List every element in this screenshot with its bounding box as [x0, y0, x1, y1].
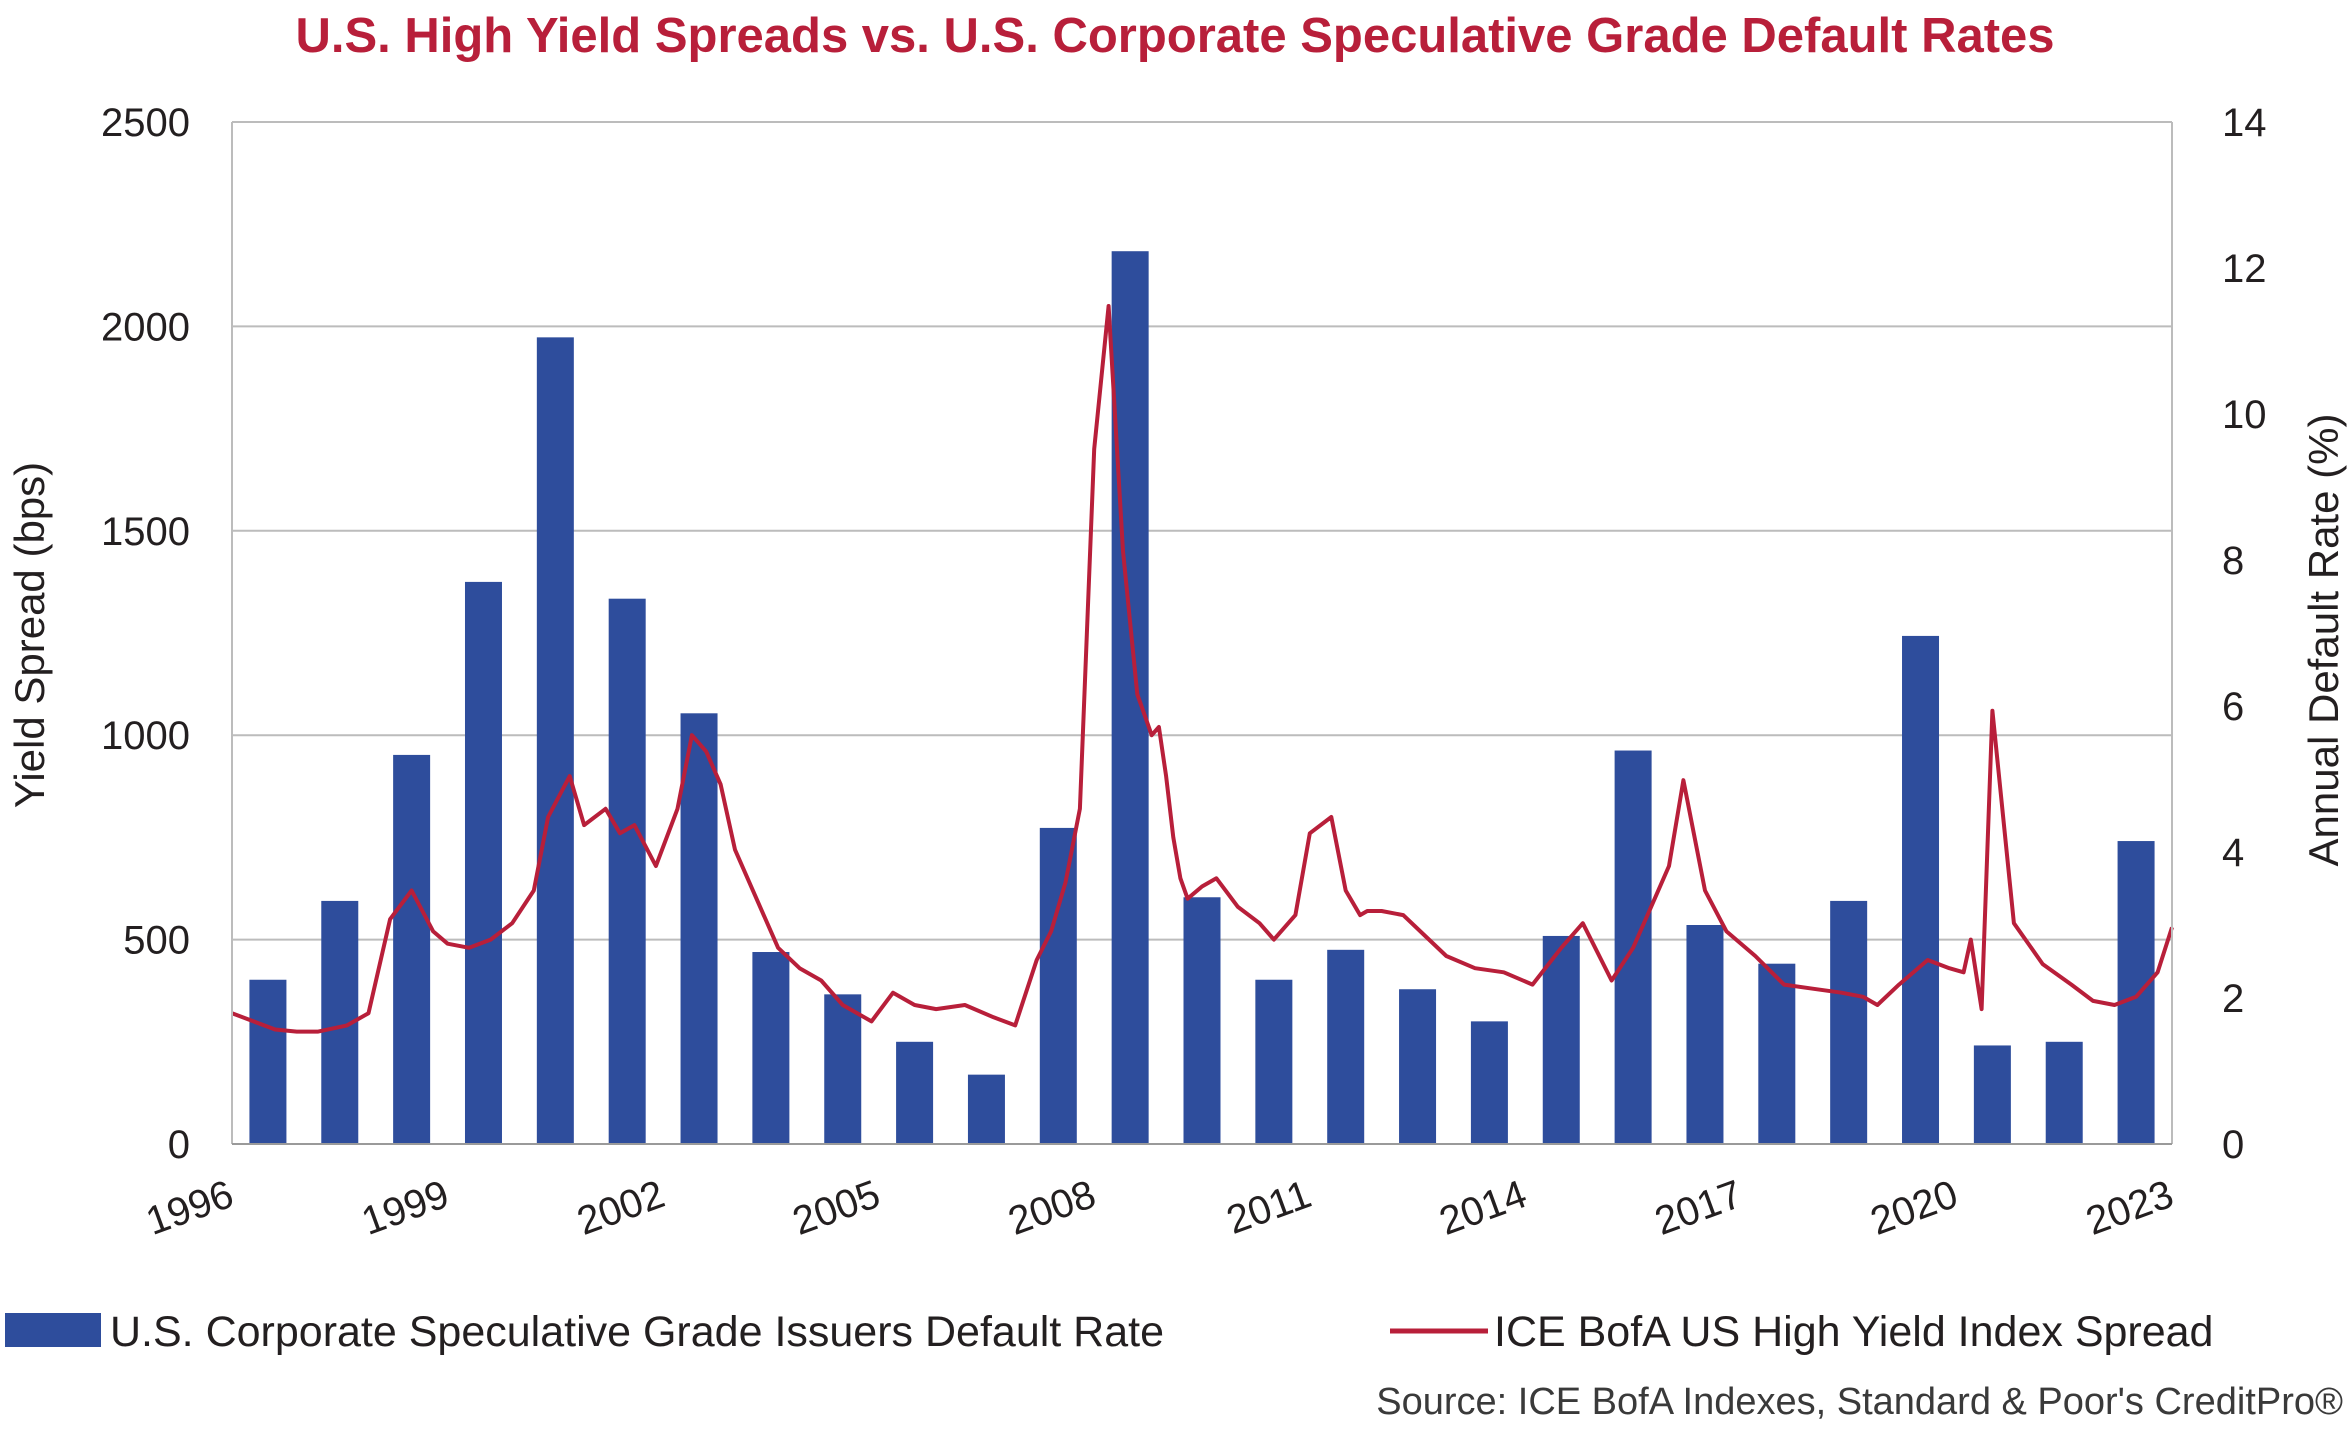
left-tick-label: 1500: [101, 510, 190, 554]
right-tick-label: 0: [2222, 1123, 2244, 1167]
default-rate-bar: [1758, 963, 1796, 1144]
chart-title: U.S. High Yield Spreads vs. U.S. Corpora…: [295, 9, 2054, 63]
right-tick-label: 4: [2222, 831, 2244, 875]
right-tick-label: 14: [2222, 101, 2267, 145]
default-rate-bar: [824, 994, 862, 1144]
default-rate-bar: [1399, 989, 1437, 1144]
x-tick-label: 1999: [356, 1172, 455, 1244]
default-rate-bar: [680, 713, 718, 1144]
default-rate-bar: [1973, 1045, 2011, 1144]
x-axis-ticks: 1996 1999 2002 2005 2008 2011 2014 2017 2020 2023: [140, 1172, 2179, 1244]
right-tick-label: 6: [2222, 685, 2244, 729]
left-tick-label: 1000: [101, 714, 190, 758]
x-tick-label: 1996: [140, 1172, 239, 1244]
x-tick-label: 2023: [2080, 1172, 2179, 1244]
default-rate-bar: [464, 581, 502, 1144]
default-rate-bar: [752, 952, 790, 1144]
right-tick-label: 8: [2222, 539, 2244, 583]
default-rate-bars: [249, 251, 2155, 1145]
default-rate-bar: [1039, 827, 1077, 1144]
right-tick-label: 12: [2222, 247, 2267, 291]
x-tick-label: 2020: [1865, 1172, 1964, 1244]
right-tick-label: 2: [2222, 977, 2244, 1021]
x-tick-label: 2017: [1649, 1172, 1748, 1244]
left-axis-ticks: 0 500 1000 1500 2000 2500: [101, 101, 190, 1167]
left-tick-label: 2500: [101, 101, 190, 145]
legend-bar-swatch: [5, 1313, 101, 1347]
default-rate-bar: [967, 1074, 1005, 1144]
left-axis-label: Yield Spread (bps): [6, 462, 53, 808]
default-rate-bar: [608, 598, 646, 1144]
right-tick-label: 10: [2222, 393, 2267, 437]
default-rate-bar: [1327, 949, 1365, 1144]
x-tick-label: 2014: [1434, 1172, 1533, 1244]
left-tick-label: 500: [123, 919, 190, 963]
default-rate-bar: [1542, 935, 1580, 1144]
x-tick-label: 2002: [572, 1172, 671, 1244]
right-axis-ticks: 0 2 4 6 8 10 12 14: [2222, 101, 2267, 1167]
default-rate-bar: [1902, 635, 1940, 1144]
legend-bar-label: U.S. Corporate Speculative Grade Issuers…: [110, 1308, 1164, 1356]
legend: U.S. Corporate Speculative Grade Issuers…: [5, 1308, 2213, 1356]
default-rate-bar: [1111, 251, 1149, 1144]
x-tick-label: 2005: [787, 1172, 886, 1244]
default-rate-bar: [1686, 925, 1724, 1144]
x-tick-label: 2008: [1003, 1172, 1102, 1244]
default-rate-bar: [1183, 897, 1221, 1144]
default-rate-bar: [536, 337, 574, 1145]
default-rate-bar: [896, 1041, 934, 1144]
default-rate-bar: [2117, 841, 2155, 1144]
source-note: Source: ICE BofA Indexes, Standard & Poo…: [1376, 1381, 2343, 1423]
axes: [231, 122, 2173, 1145]
right-axis-label: Annual Default Rate (%): [2300, 414, 2347, 867]
default-rate-bar: [2045, 1041, 2083, 1144]
default-rate-bar: [1470, 1021, 1508, 1144]
left-tick-label: 2000: [101, 305, 190, 349]
spread-line: [231, 304, 2174, 1034]
default-rate-bar: [393, 754, 431, 1144]
default-rate-bar: [1255, 979, 1293, 1144]
left-tick-label: 0: [168, 1123, 190, 1167]
legend-line-label: ICE BofA US High Yield Index Spread: [1494, 1308, 2213, 1356]
x-tick-label: 2011: [1221, 1172, 1317, 1243]
default-rate-bar: [1830, 900, 1868, 1144]
default-rate-bar: [249, 979, 287, 1144]
spread-line-group: [231, 304, 2174, 1034]
